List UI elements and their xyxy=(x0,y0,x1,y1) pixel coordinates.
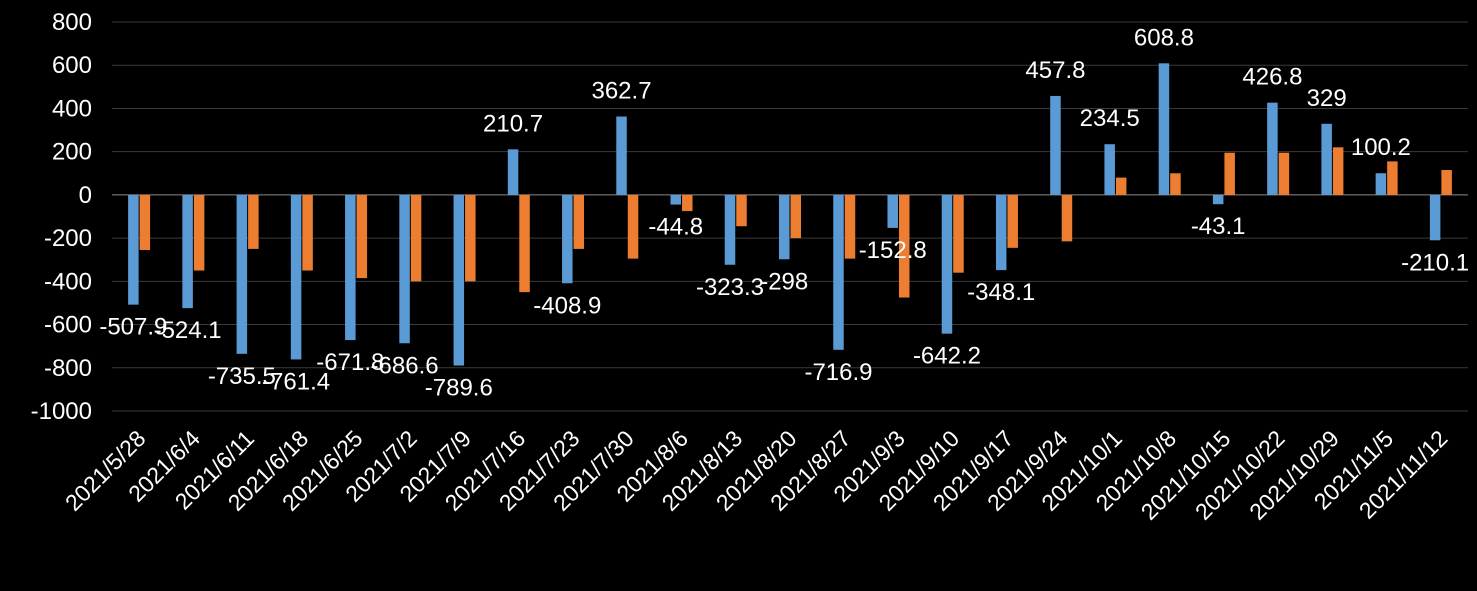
data-label: -716.9 xyxy=(804,359,872,386)
data-label: 329 xyxy=(1307,85,1347,112)
bar-series-2-13 xyxy=(844,194,856,259)
bar-series-1-4 xyxy=(345,194,356,341)
data-label: -44.8 xyxy=(648,214,703,241)
bar-series-1-17 xyxy=(1050,95,1061,195)
bars xyxy=(128,63,1452,366)
data-label: 457.8 xyxy=(1025,57,1085,84)
bar-series-1-6 xyxy=(453,194,465,366)
bar-series-2-22 xyxy=(1332,147,1344,195)
data-label: 608.8 xyxy=(1134,24,1194,51)
y-tick-label: -800 xyxy=(44,355,92,382)
bar-series-1-24 xyxy=(1429,194,1441,241)
y-tick-label: 0 xyxy=(79,182,92,209)
data-label: -348.1 xyxy=(967,279,1035,306)
bar-series-2-7 xyxy=(519,194,530,293)
bar-series-2-5 xyxy=(410,194,422,282)
data-label: -507.9 xyxy=(99,314,167,341)
bar-series-1-2 xyxy=(236,194,248,354)
data-label: -686.6 xyxy=(371,352,439,379)
bar-series-1-12 xyxy=(779,194,790,260)
y-tick-label: -200 xyxy=(44,225,92,252)
bar-series-1-9 xyxy=(616,116,627,195)
bar-series-2-11 xyxy=(736,194,747,227)
data-label: -642.2 xyxy=(913,343,981,370)
bar-series-2-12 xyxy=(790,194,801,239)
data-label: -298 xyxy=(760,268,808,295)
bar-series-2-19 xyxy=(1170,173,1181,195)
data-label: -789.6 xyxy=(425,375,493,402)
y-tick-label: 400 xyxy=(52,95,92,122)
bar-series-1-21 xyxy=(1267,102,1278,195)
data-label: -323.3 xyxy=(696,274,764,301)
x-axis-ticks: 2021/5/282021/6/42021/6/112021/6/182021/… xyxy=(60,425,1453,525)
bar-series-2-8 xyxy=(573,194,585,249)
data-label: -408.9 xyxy=(533,292,601,319)
bar-series-1-19 xyxy=(1158,63,1170,195)
bar-series-2-2 xyxy=(248,194,259,249)
bar-series-2-4 xyxy=(356,194,368,279)
bar-series-2-0 xyxy=(139,194,151,250)
bar-series-2-15 xyxy=(953,194,964,273)
data-label: -152.8 xyxy=(859,237,927,264)
bar-series-1-20 xyxy=(1212,194,1224,205)
data-label: -210.1 xyxy=(1401,249,1469,276)
bar-series-2-9 xyxy=(627,194,639,259)
bar-series-1-18 xyxy=(1104,144,1115,195)
bar-series-2-10 xyxy=(682,194,693,212)
data-label: 210.7 xyxy=(483,110,543,137)
y-tick-label: -600 xyxy=(44,312,92,339)
bar-series-1-5 xyxy=(399,194,410,344)
data-label: -43.1 xyxy=(1191,213,1246,240)
data-label: -524.1 xyxy=(154,317,222,344)
data-label: 234.5 xyxy=(1080,105,1140,132)
bar-series-1-3 xyxy=(290,194,302,360)
bar-series-1-7 xyxy=(507,149,519,195)
bar-series-2-21 xyxy=(1278,152,1290,195)
bar-series-2-24 xyxy=(1441,170,1452,195)
data-label: -735.5 xyxy=(208,363,276,390)
bar-series-2-6 xyxy=(465,194,476,282)
bar-series-1-10 xyxy=(670,194,682,205)
bar-series-1-22 xyxy=(1321,123,1332,195)
bar-series-2-16 xyxy=(1007,194,1018,248)
data-label: -761.4 xyxy=(262,368,330,395)
bar-series-1-13 xyxy=(833,194,844,350)
bar-series-2-17 xyxy=(1061,194,1073,242)
bar-series-1-15 xyxy=(941,194,953,334)
bar-series-2-14 xyxy=(898,194,910,298)
bar-series-1-23 xyxy=(1375,173,1387,195)
bar-series-1-11 xyxy=(724,194,736,265)
bar-series-1-14 xyxy=(887,194,898,228)
y-tick-label: 200 xyxy=(52,139,92,166)
bar-series-2-20 xyxy=(1224,152,1235,195)
bar-series-2-3 xyxy=(302,194,313,271)
data-label: 362.7 xyxy=(591,78,651,105)
data-label: 100.2 xyxy=(1351,134,1411,161)
y-tick-label: -400 xyxy=(44,268,92,295)
y-tick-label: 600 xyxy=(52,52,92,79)
y-tick-label: -1000 xyxy=(31,398,92,425)
bar-series-2-18 xyxy=(1115,177,1127,195)
bar-series-2-23 xyxy=(1387,161,1398,195)
data-label: 426.8 xyxy=(1242,64,1302,91)
bar-series-1-0 xyxy=(128,194,139,305)
y-axis-ticks: 800 600 400 200 0 -200 -400 -600 -800 -1000 xyxy=(31,9,92,425)
bar-series-1-16 xyxy=(995,194,1007,271)
bar-series-2-1 xyxy=(193,194,205,271)
bar-series-1-8 xyxy=(562,194,573,284)
gridlines xyxy=(112,21,1468,412)
data-label: -671.8 xyxy=(316,349,384,376)
y-tick-label: 800 xyxy=(52,9,92,36)
data-labels: -507.9-524.1 -735.5-761.4-671.8-686.6-789… xyxy=(99,24,1469,401)
bar-series-1-1 xyxy=(182,194,193,309)
